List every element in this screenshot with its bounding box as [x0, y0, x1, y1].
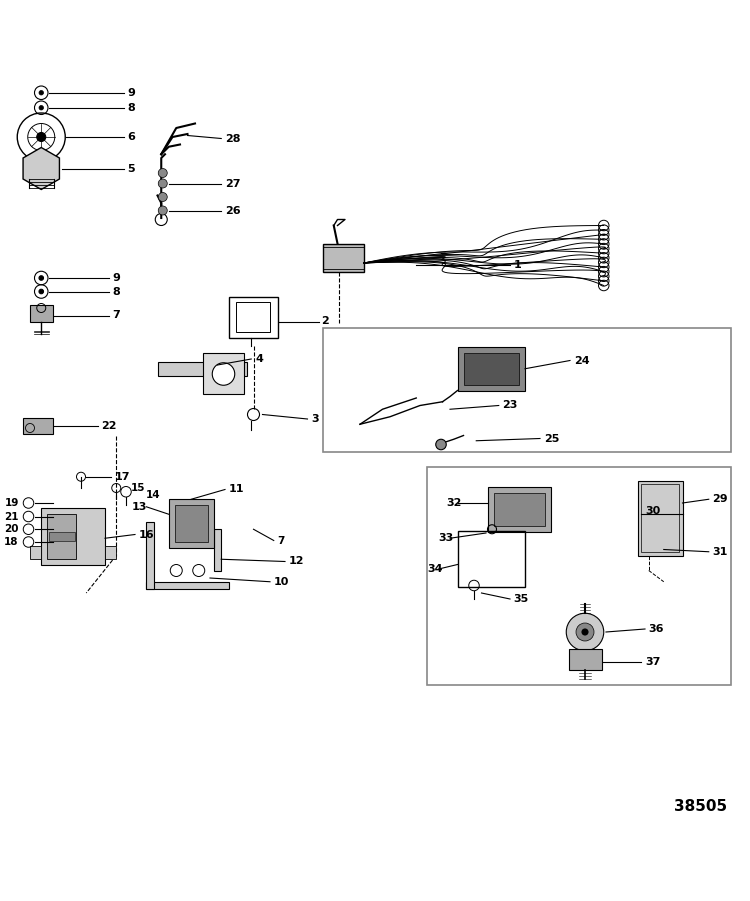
Circle shape — [576, 623, 594, 641]
Text: 33: 33 — [439, 533, 454, 543]
Text: 13: 13 — [131, 502, 147, 512]
Bar — [105, 546, 116, 560]
Bar — [146, 582, 229, 589]
Bar — [322, 328, 731, 452]
Text: 19: 19 — [4, 498, 19, 508]
Bar — [169, 499, 214, 548]
Text: 12: 12 — [289, 557, 304, 567]
Text: 22: 22 — [101, 421, 117, 431]
Bar — [49, 532, 75, 541]
Text: 8: 8 — [112, 287, 120, 296]
Circle shape — [39, 105, 44, 110]
Text: 15: 15 — [131, 483, 146, 493]
Bar — [175, 505, 208, 542]
Bar — [322, 247, 364, 269]
Text: 10: 10 — [274, 577, 290, 587]
Text: 24: 24 — [574, 356, 590, 366]
Bar — [641, 484, 679, 551]
Text: 37: 37 — [645, 657, 660, 667]
Circle shape — [37, 132, 46, 141]
Bar — [41, 508, 105, 565]
Circle shape — [39, 276, 44, 280]
Bar — [322, 243, 364, 272]
Bar — [30, 546, 41, 560]
Text: 14: 14 — [146, 490, 160, 500]
Text: 7: 7 — [112, 311, 120, 321]
Text: 26: 26 — [225, 205, 241, 215]
Bar — [229, 296, 278, 338]
Circle shape — [158, 179, 167, 188]
Text: 9: 9 — [128, 87, 135, 97]
Circle shape — [39, 90, 44, 95]
Bar — [236, 302, 270, 332]
Bar — [458, 347, 525, 390]
Bar — [458, 531, 525, 587]
Polygon shape — [23, 148, 59, 189]
Circle shape — [436, 440, 446, 450]
Bar — [47, 514, 76, 559]
Bar — [202, 353, 244, 395]
Text: 18: 18 — [4, 537, 19, 547]
Text: 17: 17 — [115, 472, 130, 482]
Text: 8: 8 — [128, 103, 135, 113]
Text: 11: 11 — [229, 485, 244, 495]
Text: 4: 4 — [255, 354, 262, 364]
Text: 29: 29 — [712, 495, 728, 505]
Circle shape — [582, 629, 588, 635]
Text: 6: 6 — [128, 132, 135, 142]
Bar — [22, 417, 53, 434]
Bar — [427, 467, 731, 685]
Circle shape — [212, 363, 235, 386]
Bar — [30, 305, 52, 322]
Bar — [568, 649, 602, 669]
Text: 28: 28 — [225, 133, 241, 143]
Text: 7: 7 — [278, 535, 285, 545]
Bar — [638, 480, 682, 556]
Bar — [488, 487, 551, 532]
Text: 32: 32 — [446, 498, 461, 508]
Text: 38505: 38505 — [674, 799, 728, 815]
Text: 20: 20 — [4, 524, 19, 534]
Bar — [494, 493, 545, 525]
Text: 21: 21 — [4, 512, 19, 522]
Text: 1: 1 — [514, 259, 521, 269]
Bar — [146, 522, 154, 589]
Text: 3: 3 — [311, 414, 319, 424]
Circle shape — [158, 206, 167, 215]
Text: 35: 35 — [514, 594, 529, 604]
Text: 27: 27 — [225, 178, 241, 188]
Text: 9: 9 — [112, 273, 120, 283]
Circle shape — [158, 168, 167, 177]
Text: 5: 5 — [128, 163, 135, 174]
Text: 31: 31 — [712, 547, 728, 557]
Text: 34: 34 — [427, 564, 443, 574]
Text: 2: 2 — [321, 316, 328, 326]
Circle shape — [566, 614, 604, 651]
Circle shape — [39, 289, 44, 294]
Circle shape — [158, 193, 167, 202]
Text: 30: 30 — [645, 505, 660, 515]
Bar — [214, 529, 221, 570]
Bar — [464, 353, 519, 385]
Text: 36: 36 — [649, 624, 664, 634]
Text: 16: 16 — [139, 530, 154, 540]
Bar — [158, 362, 248, 376]
Text: 23: 23 — [503, 401, 518, 411]
Text: 25: 25 — [544, 433, 559, 443]
